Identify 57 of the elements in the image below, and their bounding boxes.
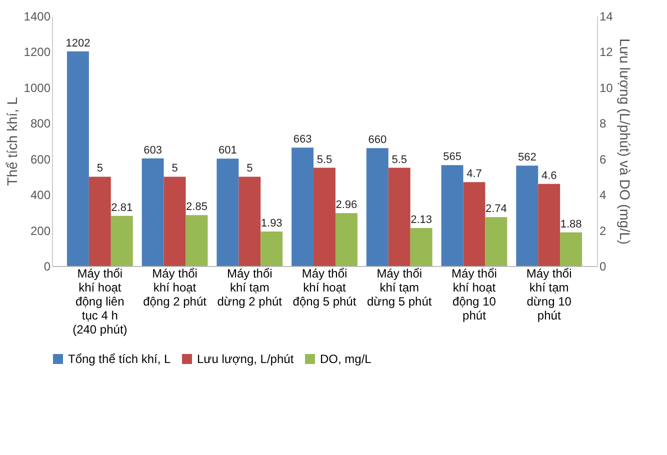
data-label: 2.74 <box>485 203 507 216</box>
y-tick-label: 0 <box>44 260 51 274</box>
bar <box>110 216 133 266</box>
x-tick-label: Máy thổi khí tạm dừng 5 phút <box>366 266 432 308</box>
data-label: 4.7 <box>466 168 482 180</box>
y2-tick-label: 2 <box>600 224 606 238</box>
bar <box>410 228 432 266</box>
y2-tick-label: 12 <box>600 45 614 60</box>
data-label: 2.13 <box>410 214 432 226</box>
data-label: 565 <box>443 151 462 164</box>
y2-tick-label: 10 <box>600 80 614 95</box>
x-tick-label: Máy thổi khí hoạt động 5 phút <box>292 266 357 308</box>
data-label: 4.6 <box>541 170 557 182</box>
bar <box>335 213 358 266</box>
x-tick-label: Máy thổi khí hoạt động 2 phút <box>143 266 208 308</box>
data-label: 5 <box>172 162 178 175</box>
data-label: 5 <box>246 162 253 175</box>
x-tick-label: Máy thổi khí hoạt động liên tục 4 h (240 phút) <box>72 266 128 336</box>
y-tick-label: 1000 <box>24 80 51 95</box>
y2-tick-label: 4 <box>600 188 606 202</box>
legend-label: Tổng thể tích khí, L <box>68 352 172 366</box>
bar <box>66 51 89 266</box>
x-tick-label: Máy thổi khí tạm dừng 10 phút <box>526 266 572 322</box>
bar <box>260 232 283 266</box>
bar <box>485 217 508 266</box>
y-tick-label: 1200 <box>24 45 51 60</box>
y2-tick-label: 14 <box>600 10 614 24</box>
x-tick-label: Máy thổi khí tạm dừng 2 phút <box>217 266 283 308</box>
data-label: 1202 <box>66 37 90 50</box>
legend-label: Lưu lượng, L/phút <box>197 352 294 366</box>
data-label: 603 <box>144 144 162 156</box>
y-tick-label: 400 <box>30 188 51 202</box>
data-label: 2.81 <box>111 202 133 214</box>
data-label: 1.93 <box>260 218 282 230</box>
data-label: 660 <box>368 134 387 146</box>
bar <box>560 232 582 266</box>
data-label: 601 <box>218 144 237 157</box>
legend-label: DO, mg/L <box>320 352 372 366</box>
y-tick-label: 200 <box>30 224 51 238</box>
y-tick-label: 800 <box>30 116 51 131</box>
data-label: 2.96 <box>336 199 358 212</box>
data-label: 1.88 <box>560 218 582 230</box>
bar <box>186 215 208 266</box>
y-tick-label: 600 <box>30 152 51 166</box>
data-label: 562 <box>518 152 536 164</box>
y2-tick-label: 0 <box>600 260 606 274</box>
data-label: 5.5 <box>316 154 332 166</box>
y2-axis-title: Lưu lượng (L/phút) và DO (mg/L) <box>616 38 633 245</box>
data-label: 5.5 <box>392 154 408 166</box>
data-label: 663 <box>293 134 312 146</box>
data-label: 2.85 <box>186 201 208 214</box>
y2-tick-label: 8 <box>600 116 606 131</box>
x-tick-label: Máy thổi khí hoạt động 10 phút <box>452 266 497 322</box>
data-label: 5 <box>96 162 103 175</box>
y-tick-label: 1400 <box>24 10 51 24</box>
y-axis-title: Thể tích khí, L <box>4 96 20 186</box>
y2-tick-label: 6 <box>600 152 606 166</box>
